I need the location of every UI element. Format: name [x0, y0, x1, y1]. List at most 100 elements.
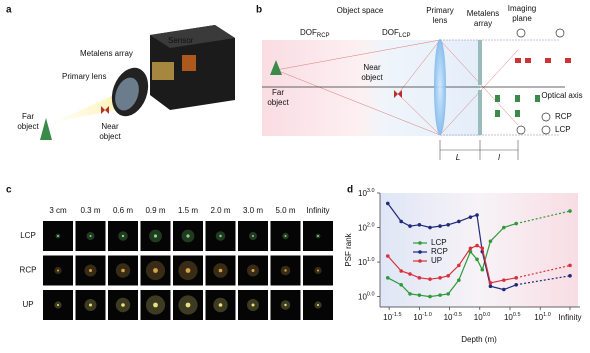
legend-marker	[418, 241, 422, 245]
psf-spot	[251, 303, 255, 307]
ray-lines	[440, 39, 560, 136]
data-point	[514, 282, 518, 287]
label: L	[456, 153, 460, 162]
label: DOFLCP	[382, 28, 411, 38]
label: object	[17, 122, 39, 131]
legend-label: RCP	[431, 247, 448, 256]
label: Primary lens	[62, 72, 106, 81]
label: Sensor	[168, 36, 194, 45]
data-point	[385, 276, 390, 280]
psf-grid: 3 cm 0.3 m 0.6 m 0.9 m 1.5 m 2.0 m 3.0 m 5.0 m I…	[20, 206, 333, 320]
label: RCP	[555, 112, 572, 121]
column-label: 0.3 m	[80, 206, 100, 215]
data-point	[408, 292, 412, 296]
label: Primary	[426, 6, 454, 15]
data-point	[408, 272, 412, 276]
legend-label: UP	[431, 256, 442, 265]
column-label: 0.9 m	[145, 206, 165, 215]
camera-top	[150, 25, 235, 48]
tree-icon	[40, 118, 52, 140]
data-point	[428, 294, 432, 299]
label: lens	[433, 16, 448, 25]
psf-spot	[89, 235, 92, 237]
data-point	[502, 287, 506, 292]
psf-spot	[185, 268, 191, 273]
label: object	[99, 132, 121, 141]
data-point	[488, 281, 493, 285]
data-point	[568, 274, 572, 278]
image-icons	[495, 95, 540, 117]
label: Imaging	[508, 4, 536, 13]
polarization-icons	[516, 28, 565, 135]
panel-label: b	[256, 5, 262, 16]
label: Object space	[337, 6, 384, 15]
data-point	[399, 282, 403, 287]
data-point	[475, 257, 479, 262]
sensor-chip	[182, 55, 196, 71]
label: l	[498, 153, 500, 162]
data-point	[480, 267, 485, 272]
label: Far	[22, 112, 34, 121]
psf-spot	[218, 303, 223, 307]
psf-spot	[218, 268, 223, 273]
data-point	[428, 225, 432, 230]
row-label: RCP	[20, 266, 37, 275]
tick-label: 10-1.0	[413, 312, 431, 322]
data-point	[438, 224, 442, 228]
tree-icon	[270, 60, 282, 75]
legend-marker	[418, 250, 422, 254]
data-point	[475, 213, 479, 217]
data-point	[502, 225, 506, 230]
data-point	[488, 284, 493, 289]
x-tick-label: Infinity	[558, 313, 581, 322]
psf-spot	[317, 269, 319, 272]
series-dash	[516, 264, 571, 279]
psf-spot	[57, 269, 59, 272]
column-label: 3 cm	[49, 206, 67, 215]
psf-spot	[284, 235, 287, 237]
primary-lens	[434, 39, 446, 135]
data-point	[446, 292, 451, 296]
psf-spot	[317, 235, 319, 237]
legend-marker	[418, 259, 422, 263]
butterfly-icon	[101, 106, 109, 114]
label: Near	[101, 122, 119, 131]
panel-label: a	[6, 5, 12, 16]
data-point	[446, 274, 451, 278]
data-point	[438, 276, 442, 280]
data-point	[514, 221, 518, 226]
series-dash	[516, 275, 571, 286]
panel-label: c	[6, 185, 12, 196]
data-point	[457, 278, 461, 282]
label: Metalens array	[80, 49, 133, 58]
data-point	[480, 246, 485, 251]
series-dash	[516, 210, 571, 225]
tick-label: 101.0	[358, 258, 375, 268]
panel-label: d	[347, 185, 353, 196]
label: Metalens	[467, 9, 499, 18]
column-label: 2.0 m	[210, 206, 230, 215]
label: LCP	[555, 125, 571, 134]
psf-spot	[121, 234, 125, 238]
psf-spot	[89, 269, 92, 272]
data-point	[568, 263, 572, 268]
data-point	[514, 276, 518, 280]
psf-spot	[57, 304, 59, 306]
data-point	[408, 224, 412, 228]
tick-label: 10-1.5	[383, 312, 401, 322]
label: DOFRCP	[300, 28, 330, 38]
psf-spot	[284, 269, 287, 272]
data-point	[502, 278, 506, 282]
tick-label: 100.5	[504, 312, 521, 322]
psf-spot	[57, 235, 59, 237]
row-label: UP	[22, 300, 33, 309]
data-point	[446, 223, 451, 227]
label: object	[267, 98, 289, 107]
data-point	[399, 269, 403, 273]
plot-bg	[380, 193, 578, 307]
data-point	[468, 249, 473, 254]
label: Far	[272, 88, 284, 97]
data-point	[385, 201, 390, 206]
psf-spot	[89, 303, 92, 307]
